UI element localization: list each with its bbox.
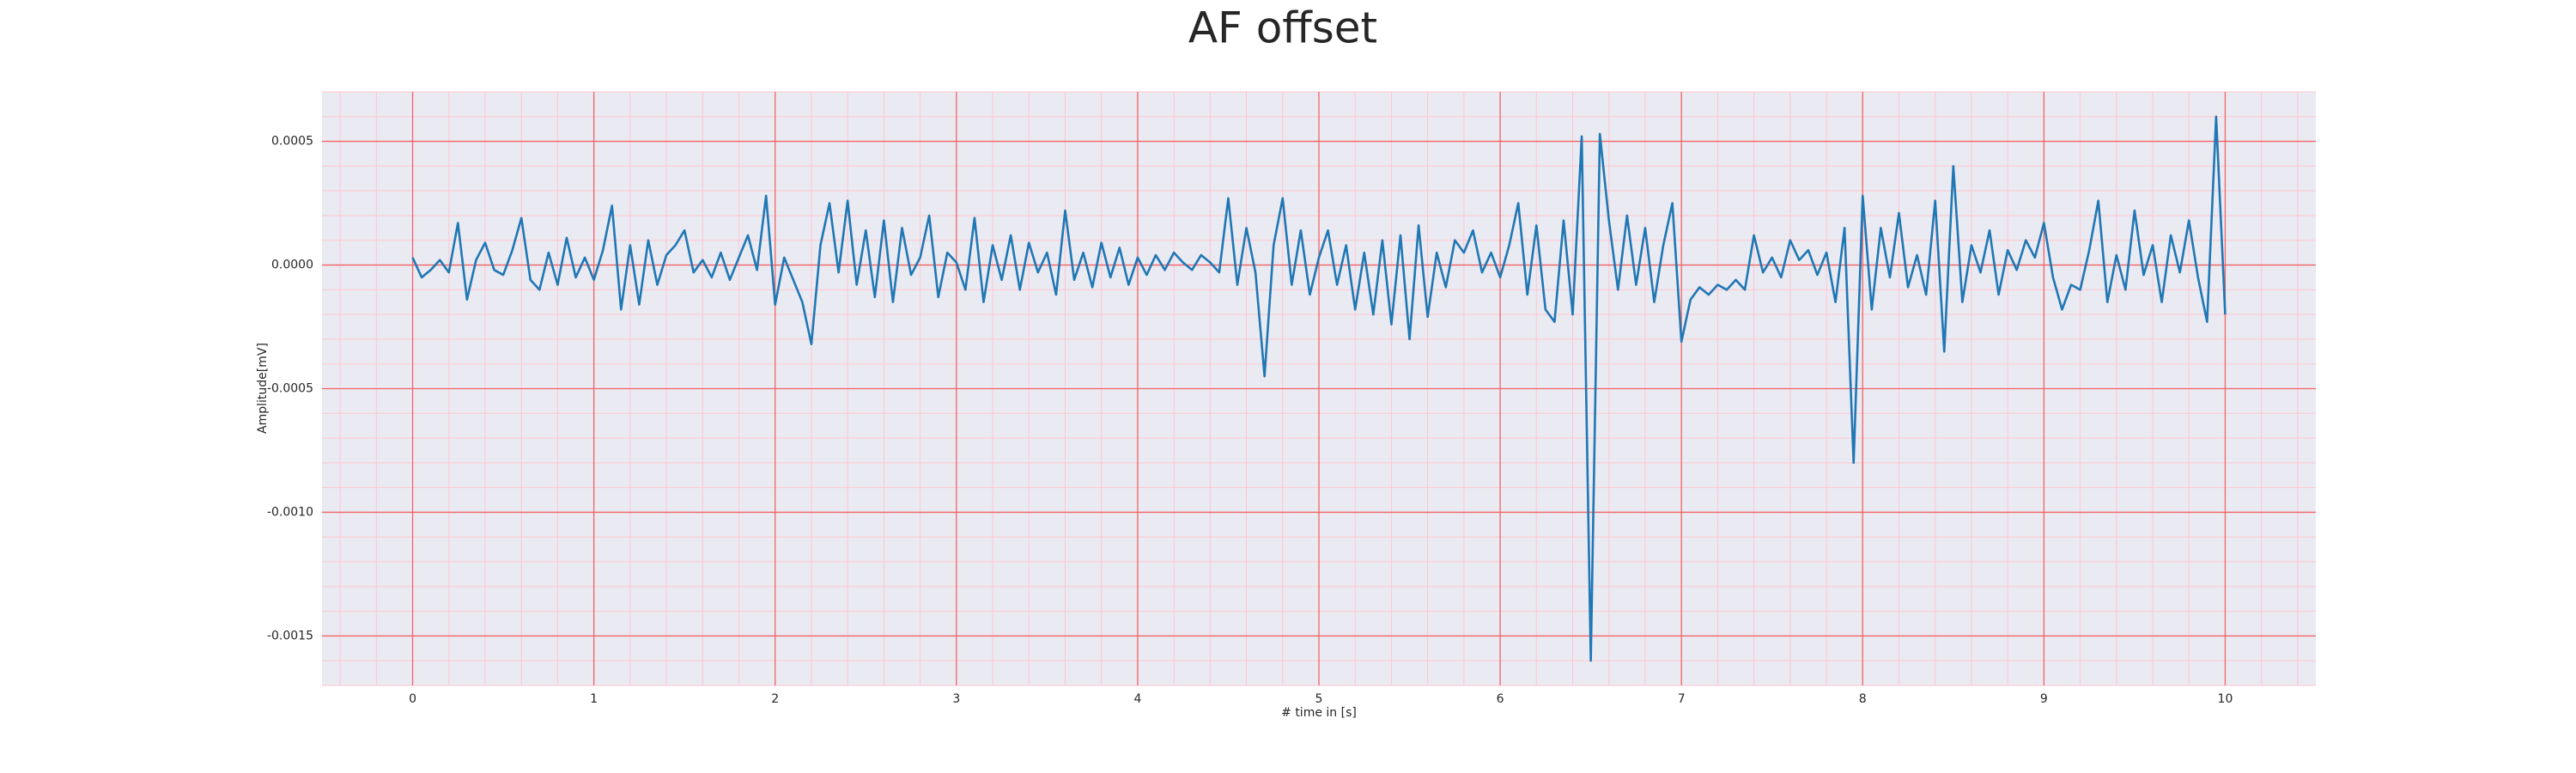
y-tick-label: 0.0000 xyxy=(271,259,313,272)
x-tick-label: 1 xyxy=(590,692,598,706)
chart-title: AF offset xyxy=(1188,3,1377,53)
data-line xyxy=(411,115,2227,662)
x-tick-label: 9 xyxy=(2040,692,2048,706)
grid xyxy=(322,91,2316,686)
x-tick-label: 3 xyxy=(952,692,960,706)
y-tick-label: 0.0005 xyxy=(271,135,313,149)
x-tick-label: 7 xyxy=(1678,692,1686,706)
y-tick-label: -0.0015 xyxy=(267,629,313,642)
x-tick-label: 5 xyxy=(1315,692,1323,706)
x-tick-label: 0 xyxy=(409,692,416,706)
y-tick-label: -0.0010 xyxy=(267,505,313,519)
x-tick-label: 10 xyxy=(2218,692,2233,706)
marks xyxy=(411,115,2227,662)
x-axis-label: # time in [s] xyxy=(1281,706,1357,720)
y-axis-label: Amplitude[mV] xyxy=(256,343,270,434)
y-tick-label: -0.0005 xyxy=(267,382,313,396)
x-tick-label: 6 xyxy=(1497,692,1504,706)
x-tick-label: 2 xyxy=(771,692,779,706)
x-tick-label: 8 xyxy=(1859,692,1867,706)
x-tick-label: 4 xyxy=(1133,692,1141,706)
